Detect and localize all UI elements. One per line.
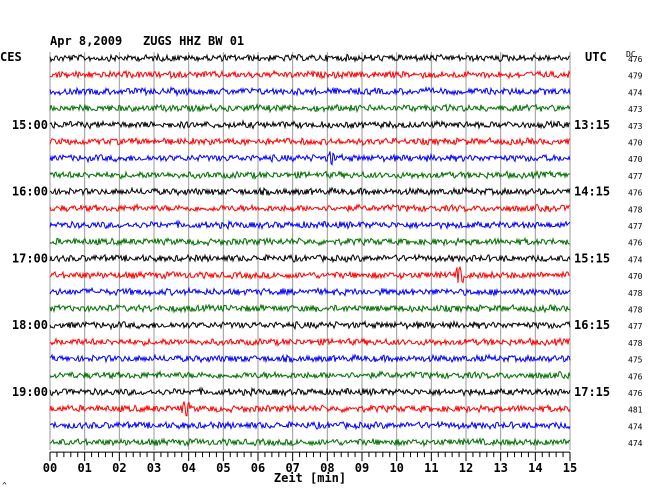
trace-line-3	[49, 102, 571, 114]
trace-line-11	[49, 236, 571, 247]
trace-line-20	[49, 386, 571, 398]
trace-line-1	[49, 69, 571, 80]
trace-line-14	[49, 286, 571, 298]
dc-offset-label: 474	[628, 439, 643, 448]
dc-offset-label: 481	[628, 406, 643, 415]
dc-offset-label: 474	[628, 88, 643, 97]
dc-offset-label: 470	[628, 155, 643, 164]
dc-offset-label: 473	[628, 105, 643, 114]
x-tick-label: 05	[216, 461, 230, 475]
dc-header-label: DC	[626, 50, 636, 59]
dc-offset-label: 477	[628, 172, 643, 181]
left-time-labels: 15:00 16:00 17:00 18:00 19:00	[12, 118, 48, 399]
trace-line-18	[49, 353, 571, 364]
x-tick-label: 14	[528, 461, 542, 475]
dc-offset-label: 470	[628, 139, 643, 148]
x-tick-label: 07	[285, 461, 299, 475]
footer-mark: ^	[2, 481, 7, 490]
left-time-label: 15:00	[12, 118, 48, 132]
dc-offset-label: 478	[628, 289, 643, 298]
left-timezone-label: CES	[0, 50, 22, 64]
dc-offset-label: 470	[628, 272, 643, 281]
dc-offset-label: 476	[628, 55, 643, 64]
trace-line-4	[49, 119, 571, 130]
station-label: ZUGS HHZ BW 01	[143, 34, 244, 48]
date-label: Apr 8,2009	[50, 34, 122, 48]
x-tick-label: 01	[77, 461, 91, 475]
trace-line-21	[49, 401, 571, 417]
dc-offset-label: 478	[628, 339, 643, 348]
dc-offset-labels: 476 479 474 473 473 470 470 477 476 478 477 476 474 4…	[628, 55, 643, 448]
x-tick-label: 02	[112, 461, 126, 475]
left-time-label: 19:00	[12, 385, 48, 399]
trace-line-22	[49, 420, 571, 431]
right-time-label: 17:15	[574, 385, 610, 399]
x-tick-label: 03	[147, 461, 161, 475]
trace-line-9	[49, 202, 571, 214]
x-tick-label: 11	[424, 461, 438, 475]
dc-offset-label: 476	[628, 372, 643, 381]
left-time-label: 18:00	[12, 318, 48, 332]
dc-offset-label: 474	[628, 255, 643, 264]
right-time-label: 14:15	[574, 185, 610, 199]
trace-line-8	[49, 186, 571, 197]
right-time-label: 15:15	[574, 251, 610, 265]
right-timezone-label: UTC	[585, 50, 607, 64]
x-tick-label: 09	[355, 461, 369, 475]
x-tick-label: 04	[181, 461, 195, 475]
trace-line-12	[49, 253, 571, 264]
dc-offset-label: 475	[628, 356, 643, 365]
trace-line-16	[49, 319, 571, 331]
dc-offset-label: 478	[628, 205, 643, 214]
trace-line-13	[49, 265, 571, 284]
trace-group	[49, 52, 571, 448]
x-tick-label: 10	[389, 461, 403, 475]
trace-line-10	[49, 219, 571, 231]
dc-offset-label: 474	[628, 422, 643, 431]
trace-line-7	[49, 169, 570, 180]
right-time-labels: 13:15 14:15 15:15 16:15 17:15	[574, 118, 610, 399]
x-tick-label: 06	[251, 461, 265, 475]
trace-line-0	[49, 52, 571, 63]
dc-offset-label: 476	[628, 239, 643, 248]
dc-offset-label: 476	[628, 389, 643, 398]
trace-line-23	[49, 437, 570, 448]
trace-line-19	[49, 369, 571, 381]
trace-line-17	[49, 336, 571, 347]
dc-offset-label: 473	[628, 122, 643, 131]
dc-offset-label: 477	[628, 222, 643, 231]
trace-line-6	[49, 151, 571, 166]
trace-line-5	[49, 136, 571, 147]
x-tick-label: 13	[493, 461, 507, 475]
trace-line-15	[49, 303, 571, 314]
left-time-label: 17:00	[12, 251, 48, 265]
left-time-label: 16:00	[12, 185, 48, 199]
x-tick-label: 15	[563, 461, 577, 475]
trace-line-2	[49, 86, 571, 97]
x-tick-label: 08	[320, 461, 334, 475]
x-axis-title: Zeit [min]	[274, 471, 346, 485]
x-tick-label: 12	[459, 461, 473, 475]
dc-offset-label: 476	[628, 189, 643, 198]
dc-offset-label: 479	[628, 72, 643, 81]
dc-offset-label: 478	[628, 306, 643, 315]
right-time-label: 13:15	[574, 118, 610, 132]
right-time-label: 16:15	[574, 318, 610, 332]
time-gridlines	[49, 52, 571, 451]
dc-offset-label: 477	[628, 322, 643, 331]
x-tick-label: 00	[43, 461, 57, 475]
x-axis: 00 01 02 03 04 05 06 07 08 09 10 11 12 13 14 15	[43, 451, 577, 475]
